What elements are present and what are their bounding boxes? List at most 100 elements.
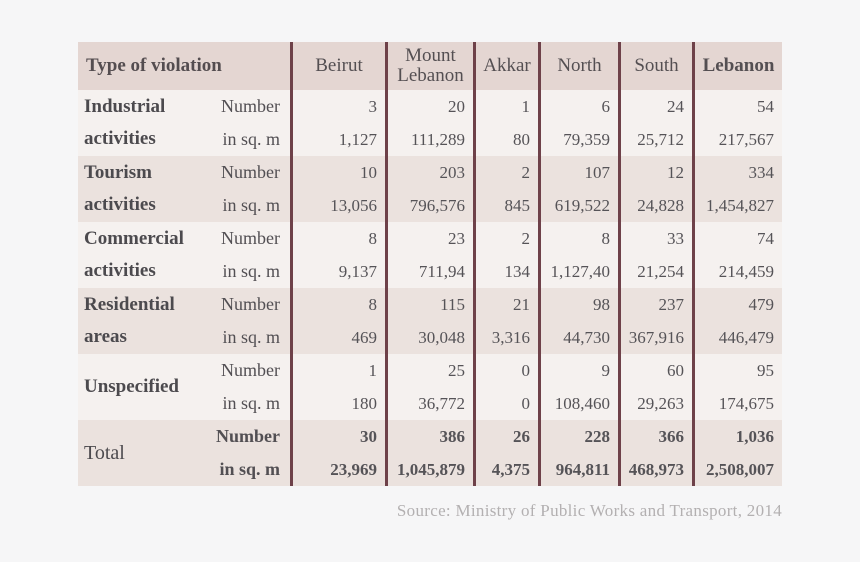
cell-number-beirut: 10 <box>290 156 385 189</box>
cell-area-akkar: 4,375 <box>473 453 538 486</box>
cell-area-north: 1,127,40 <box>538 255 618 288</box>
column-header-lebanon: Lebanon <box>692 42 782 90</box>
cell-number-lebanon: 334 <box>692 156 782 189</box>
cell-area-mount-lebanon: 36,772 <box>385 387 473 420</box>
cell-area-beirut: 23,969 <box>290 453 385 486</box>
cell-area-mount-lebanon: 30,048 <box>385 321 473 354</box>
cell-area-mount-lebanon: 1,045,879 <box>385 453 473 486</box>
table-row-commercial-activities: Commercial activities Number in sq. m 8 23 2 8… <box>78 222 782 288</box>
row-sublabel-area: in sq. m <box>222 261 280 281</box>
cell-number-mount-lebanon: 25 <box>385 354 473 387</box>
table-header-row: Type of violation Beirut Mount Lebanon A… <box>78 42 782 90</box>
cell-area-beirut: 469 <box>290 321 385 354</box>
cell-area-lebanon: 1,454,827 <box>692 189 782 222</box>
row-sublabel-number: Number <box>221 96 280 116</box>
cell-area-lebanon: 174,675 <box>692 387 782 420</box>
column-header-north: North <box>538 42 618 90</box>
row-category: Tourism activities <box>84 162 156 215</box>
row-category: Residential areas <box>84 294 175 347</box>
violations-table: Type of violation Beirut Mount Lebanon A… <box>78 42 782 486</box>
table-row-industrial-activities: Industrial activities Number in sq. m 3 20 1 6… <box>78 90 782 156</box>
cell-area-beirut: 13,056 <box>290 189 385 222</box>
table-body: Industrial activities Number in sq. m 3 20 1 6… <box>78 90 782 486</box>
cell-number-beirut: 1 <box>290 354 385 387</box>
row-category: Unspecified <box>84 376 179 397</box>
cell-area-akkar: 0 <box>473 387 538 420</box>
cell-area-north: 108,460 <box>538 387 618 420</box>
cell-area-beirut: 180 <box>290 387 385 420</box>
cell-number-mount-lebanon: 115 <box>385 288 473 321</box>
column-header-mount-lebanon: Mount Lebanon <box>385 42 473 90</box>
cell-area-mount-lebanon: 711,94 <box>385 255 473 288</box>
cell-area-south: 21,254 <box>618 255 692 288</box>
cell-number-mount-lebanon: 386 <box>385 420 473 453</box>
row-sublabel-area: in sq. m <box>222 195 280 215</box>
cell-number-lebanon: 54 <box>692 90 782 123</box>
cell-number-beirut: 30 <box>290 420 385 453</box>
cell-number-north: 8 <box>538 222 618 255</box>
cell-area-lebanon: 214,459 <box>692 255 782 288</box>
column-header-south: South <box>618 42 692 90</box>
column-header-type-of-violation: Type of violation <box>86 55 222 76</box>
cell-number-lebanon: 1,036 <box>692 420 782 453</box>
cell-area-mount-lebanon: 796,576 <box>385 189 473 222</box>
cell-number-beirut: 8 <box>290 222 385 255</box>
cell-number-north: 228 <box>538 420 618 453</box>
cell-number-lebanon: 479 <box>692 288 782 321</box>
cell-number-beirut: 3 <box>290 90 385 123</box>
cell-area-south: 25,712 <box>618 123 692 156</box>
cell-area-akkar: 845 <box>473 189 538 222</box>
cell-area-lebanon: 446,479 <box>692 321 782 354</box>
row-sublabel-area: in sq. m <box>222 393 280 413</box>
row-sublabel-area: in sq. m <box>222 327 280 347</box>
cell-number-south: 60 <box>618 354 692 387</box>
cell-area-south: 29,263 <box>618 387 692 420</box>
cell-number-akkar: 1 <box>473 90 538 123</box>
row-sublabel-number: Number <box>221 294 280 314</box>
cell-number-north: 107 <box>538 156 618 189</box>
table-row-unspecified: Unspecified Number in sq. m 1 25 0 9 60 95 180 36,… <box>78 354 782 420</box>
cell-number-lebanon: 74 <box>692 222 782 255</box>
cell-area-south: 468,973 <box>618 453 692 486</box>
cell-number-north: 98 <box>538 288 618 321</box>
cell-area-south: 367,916 <box>618 321 692 354</box>
row-sublabel-number: Number <box>221 360 280 380</box>
cell-area-lebanon: 217,567 <box>692 123 782 156</box>
cell-number-south: 366 <box>618 420 692 453</box>
cell-area-akkar: 3,316 <box>473 321 538 354</box>
cell-number-mount-lebanon: 20 <box>385 90 473 123</box>
cell-area-beirut: 9,137 <box>290 255 385 288</box>
row-sublabel-number: Number <box>221 162 280 182</box>
row-sublabel-area: in sq. m <box>219 459 280 479</box>
cell-area-north: 619,522 <box>538 189 618 222</box>
row-category: Industrial activities <box>84 96 166 149</box>
cell-area-akkar: 80 <box>473 123 538 156</box>
table-row-residential-areas: Residential areas Number in sq. m 8 115 21 98 2… <box>78 288 782 354</box>
cell-number-south: 12 <box>618 156 692 189</box>
cell-number-akkar: 26 <box>473 420 538 453</box>
cell-area-south: 24,828 <box>618 189 692 222</box>
column-header-beirut: Beirut <box>290 42 385 90</box>
table-row-total: Total Number in sq. m 30 386 26 228 366 1,036 23,… <box>78 420 782 486</box>
row-sublabel-area: in sq. m <box>222 129 280 149</box>
cell-area-akkar: 134 <box>473 255 538 288</box>
cell-number-south: 33 <box>618 222 692 255</box>
cell-number-mount-lebanon: 203 <box>385 156 473 189</box>
cell-number-lebanon: 95 <box>692 354 782 387</box>
cell-area-north: 44,730 <box>538 321 618 354</box>
cell-area-north: 79,359 <box>538 123 618 156</box>
cell-area-north: 964,811 <box>538 453 618 486</box>
cell-number-akkar: 2 <box>473 156 538 189</box>
row-category: Total <box>84 442 125 464</box>
source-note: Source: Ministry of Public Works and Tra… <box>396 501 782 520</box>
cell-number-akkar: 21 <box>473 288 538 321</box>
column-header-akkar: Akkar <box>473 42 538 90</box>
cell-area-beirut: 1,127 <box>290 123 385 156</box>
cell-number-south: 24 <box>618 90 692 123</box>
cell-number-south: 237 <box>618 288 692 321</box>
table-row-tourism-activities: Tourism activities Number in sq. m 10 203 2 10… <box>78 156 782 222</box>
row-category: Commercial activities <box>84 228 184 281</box>
cell-number-akkar: 2 <box>473 222 538 255</box>
cell-number-beirut: 8 <box>290 288 385 321</box>
cell-area-lebanon: 2,508,007 <box>692 453 782 486</box>
